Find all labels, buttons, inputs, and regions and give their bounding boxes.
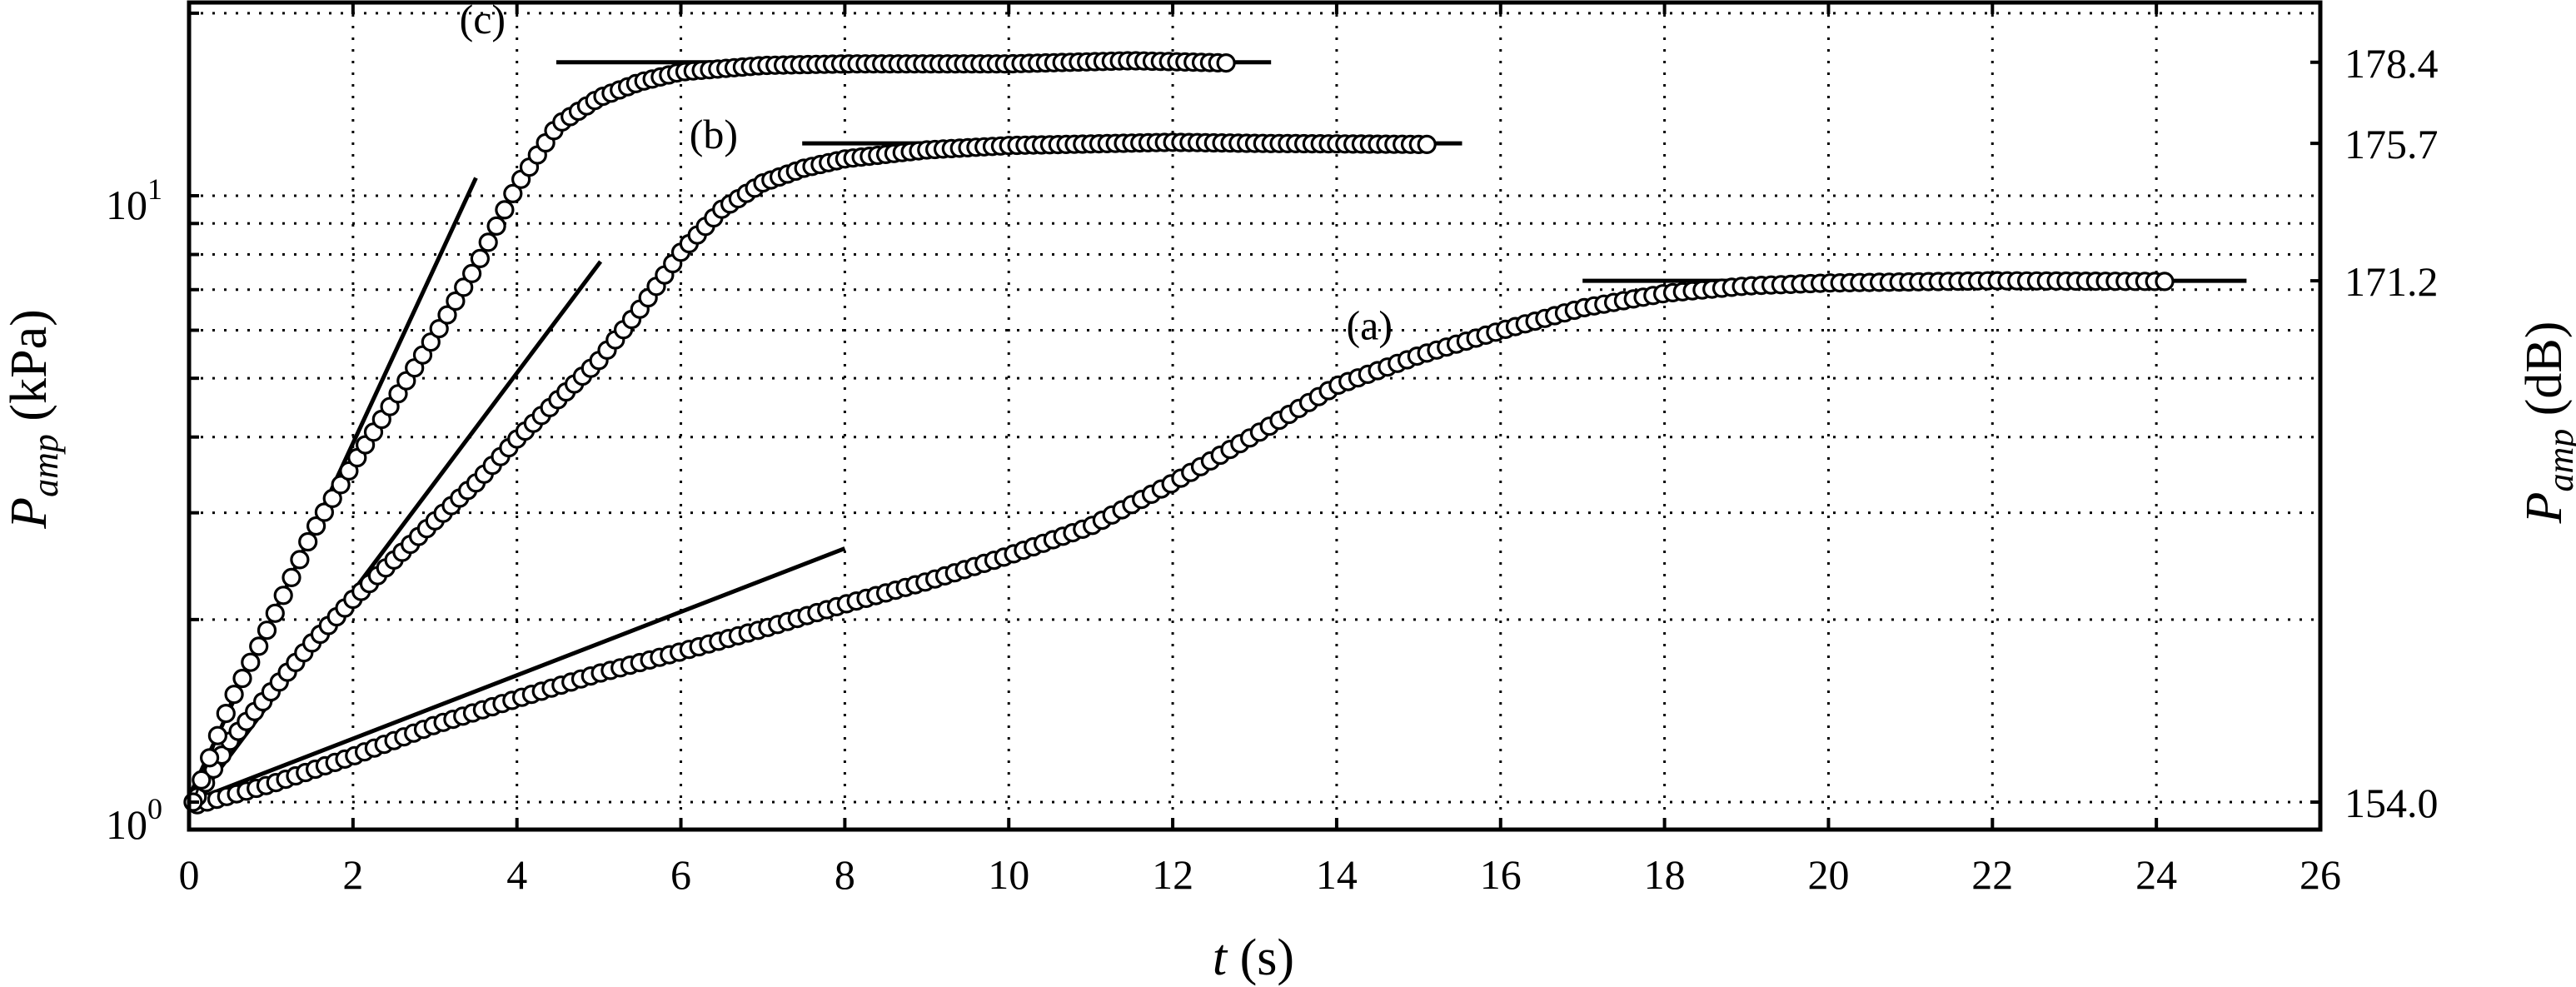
y-axis-label-right: Pamp (dB) xyxy=(2516,322,2576,525)
data-point xyxy=(249,636,269,656)
right-tick-label-db: 175.7 xyxy=(2344,121,2439,167)
x-tick-label: 20 xyxy=(1807,851,1849,898)
x-tick-label: 24 xyxy=(2135,851,2177,898)
curve-label: (a) xyxy=(1347,302,1393,348)
x-tick-label: 0 xyxy=(179,851,200,898)
x-tick-label: 2 xyxy=(342,851,363,898)
x-tick-label: 4 xyxy=(506,851,527,898)
data-point xyxy=(1417,134,1437,154)
growth-rate-line xyxy=(188,546,846,805)
x-tick-label: 16 xyxy=(1480,851,1522,898)
x-tick-label: 8 xyxy=(835,851,855,898)
series-line xyxy=(196,141,1428,798)
curve-labels: (a) (b) (c) xyxy=(460,0,1393,348)
x-tick-label: 10 xyxy=(988,851,1029,898)
data-point xyxy=(224,685,244,705)
x-tick-label: 26 xyxy=(2299,851,2341,898)
data-point xyxy=(2155,272,2175,292)
series-a xyxy=(187,271,2175,815)
x-axis-label: t (s) xyxy=(1213,930,1294,986)
data-point xyxy=(322,488,342,509)
series-line xyxy=(197,279,2165,806)
y-axis-label-left: Pamp (kPa) xyxy=(1,309,66,529)
data-point xyxy=(257,621,277,641)
data-point xyxy=(241,652,261,672)
data-point xyxy=(314,502,334,522)
data-point xyxy=(470,248,491,268)
data-point xyxy=(265,603,285,623)
data-point xyxy=(1216,52,1236,73)
plot-frame xyxy=(187,0,2323,832)
axes-box xyxy=(187,0,2323,832)
data-point xyxy=(437,305,457,325)
x-tick-label: 22 xyxy=(1971,851,2013,898)
right-tick-label-db: 178.4 xyxy=(2344,40,2439,87)
data-series xyxy=(183,51,2175,815)
data-point xyxy=(192,770,212,790)
curve-label: (c) xyxy=(460,0,506,42)
data-point xyxy=(290,550,310,570)
series-c xyxy=(183,51,1236,812)
data-point xyxy=(503,183,523,203)
data-point xyxy=(461,263,482,283)
series-b xyxy=(187,132,1437,807)
data-point xyxy=(216,703,236,724)
x-tick-label: 14 xyxy=(1316,851,1358,898)
data-point xyxy=(429,319,449,339)
data-point xyxy=(478,232,498,252)
data-point xyxy=(207,725,227,745)
y-tick-label: 101 xyxy=(106,172,162,228)
data-point xyxy=(495,200,515,220)
x-tick-label: 12 xyxy=(1152,851,1193,898)
x-tick-label: 18 xyxy=(1644,851,1686,898)
right-tick-label-db: 154.0 xyxy=(2344,780,2439,826)
y-tick-label: 100 xyxy=(106,792,162,848)
curve-label: (b) xyxy=(690,111,738,157)
data-point xyxy=(298,531,318,552)
data-point xyxy=(486,216,506,236)
data-point xyxy=(454,277,474,297)
right-tick-label-db: 171.2 xyxy=(2344,258,2439,305)
data-point xyxy=(232,668,252,689)
data-point xyxy=(282,567,301,588)
data-point xyxy=(200,748,220,768)
x-tick-label: 6 xyxy=(670,851,691,898)
x-axis-ticks: 0 2 4 6 8 10 12 14 16 18 20 22 24 26 xyxy=(179,2,2341,898)
data-point xyxy=(446,291,466,312)
y-axis-ticks-right: 154.0 171.2 175.7 178.4 xyxy=(2310,40,2439,826)
data-point xyxy=(273,586,293,606)
data-point xyxy=(331,475,351,495)
data-point xyxy=(421,332,441,352)
y-axis-ticks-left: 100 101 xyxy=(106,11,199,848)
data-point xyxy=(306,516,326,536)
series-line xyxy=(192,59,1227,803)
